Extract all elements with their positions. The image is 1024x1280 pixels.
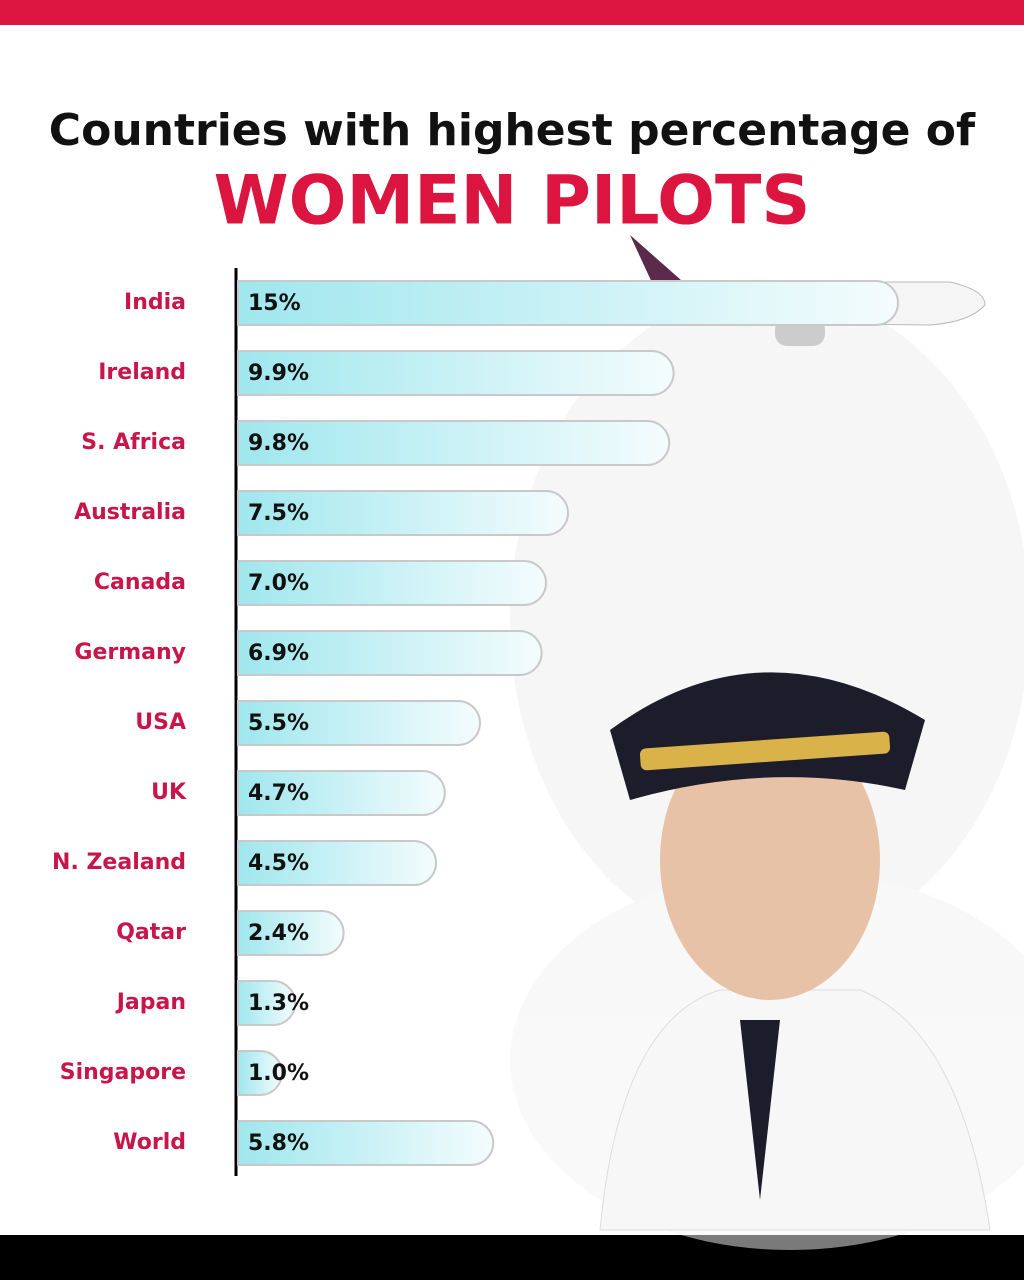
category-label: Ireland bbox=[98, 360, 186, 385]
category-label: Germany bbox=[74, 640, 186, 665]
value-label: 6.9% bbox=[248, 641, 309, 666]
bar bbox=[237, 350, 675, 396]
value-label: 15% bbox=[248, 291, 301, 316]
bar bbox=[237, 560, 547, 606]
category-label: World bbox=[113, 1130, 186, 1155]
category-label: UK bbox=[151, 780, 187, 805]
value-label: 5.5% bbox=[248, 711, 309, 736]
chart-title: Countries with highest percentage of bbox=[49, 105, 976, 156]
category-label: Australia bbox=[74, 500, 186, 525]
value-label: 4.5% bbox=[248, 851, 309, 876]
bar bbox=[237, 700, 481, 746]
bar bbox=[237, 770, 446, 816]
category-label: Singapore bbox=[60, 1060, 186, 1085]
category-label: N. Zealand bbox=[52, 850, 186, 875]
bar bbox=[237, 910, 345, 956]
category-label: Canada bbox=[94, 570, 186, 595]
category-label: India bbox=[124, 290, 186, 315]
category-label: S. Africa bbox=[81, 430, 186, 455]
bar bbox=[237, 420, 671, 466]
value-label: 7.5% bbox=[248, 501, 309, 526]
value-label: 1.3% bbox=[248, 991, 309, 1016]
value-label: 4.7% bbox=[248, 781, 309, 806]
value-label: 9.9% bbox=[248, 361, 309, 386]
pilot-illustration bbox=[599, 672, 991, 1231]
value-label: 2.4% bbox=[248, 921, 309, 946]
value-label: 9.8% bbox=[248, 431, 309, 456]
bar bbox=[237, 630, 543, 676]
bar bbox=[237, 280, 899, 326]
bar bbox=[237, 1120, 495, 1166]
category-label: Japan bbox=[115, 990, 186, 1015]
value-label: 1.0% bbox=[248, 1061, 309, 1086]
chart-subtitle: WOMEN PILOTS bbox=[214, 162, 811, 241]
category-label: USA bbox=[135, 710, 186, 735]
bar bbox=[237, 1050, 283, 1096]
value-label: 5.8% bbox=[248, 1131, 309, 1156]
value-label: 7.0% bbox=[248, 571, 309, 596]
bar bbox=[237, 490, 569, 536]
bar bbox=[237, 980, 297, 1026]
top-band bbox=[0, 0, 1024, 25]
category-label: Qatar bbox=[116, 920, 186, 945]
bar bbox=[237, 840, 437, 886]
